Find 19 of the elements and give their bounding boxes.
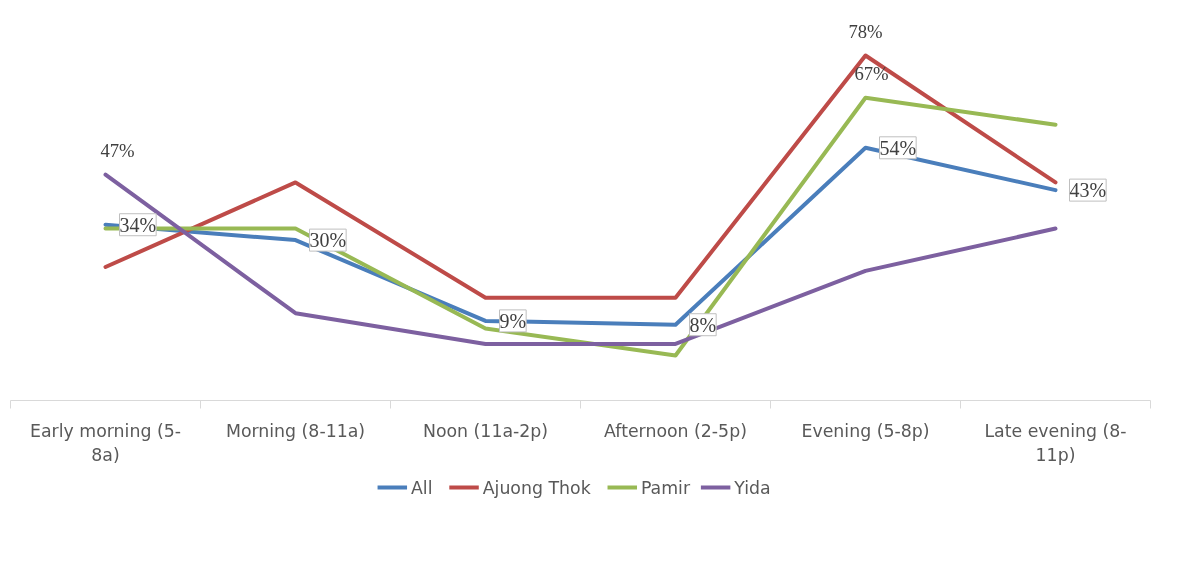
- data-label: 30%: [309, 229, 347, 252]
- legend-label: Pamir: [640, 477, 691, 498]
- x-tick-label: Morning (8-11a): [225, 420, 366, 441]
- legend-label: All: [410, 477, 433, 498]
- legend-label: Ajuong Thok: [482, 477, 591, 498]
- x-tick-label: Noon (11a-2p): [422, 420, 549, 441]
- data-label: 54%: [879, 136, 917, 159]
- data-label: 34%: [119, 213, 157, 236]
- x-tick-label: Afternoon (2-5p): [604, 420, 747, 441]
- data-label: 67%: [854, 62, 889, 84]
- x-tick-label: Late evening (8-11p): [984, 420, 1127, 465]
- data-label: 47%: [100, 139, 135, 161]
- x-tick-label: Evening (5-8p): [801, 420, 930, 441]
- data-label: 9%: [499, 309, 527, 332]
- data-label: 78%: [848, 20, 883, 42]
- x-tick-label: Early morning (5-8a): [30, 420, 181, 465]
- data-label: 43%: [1069, 179, 1107, 202]
- data-label: 8%: [689, 313, 717, 336]
- legend-label: Yida: [733, 477, 771, 498]
